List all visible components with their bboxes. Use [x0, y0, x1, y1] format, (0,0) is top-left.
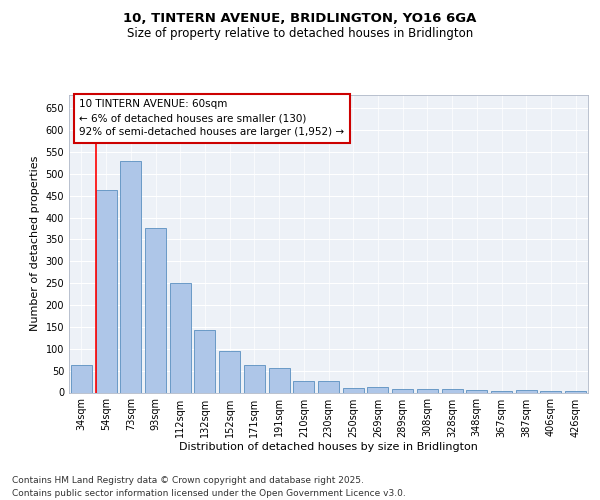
- X-axis label: Distribution of detached houses by size in Bridlington: Distribution of detached houses by size …: [179, 442, 478, 452]
- Bar: [318, 381, 339, 392]
- Text: 10 TINTERN AVENUE: 60sqm
← 6% of detached houses are smaller (130)
92% of semi-d: 10 TINTERN AVENUE: 60sqm ← 6% of detache…: [79, 100, 344, 138]
- Bar: [417, 390, 438, 392]
- Bar: [491, 391, 512, 392]
- Bar: [343, 388, 364, 392]
- Bar: [541, 391, 562, 392]
- Bar: [219, 351, 240, 393]
- Bar: [170, 283, 191, 393]
- Text: Size of property relative to detached houses in Bridlington: Size of property relative to detached ho…: [127, 28, 473, 40]
- Text: 10, TINTERN AVENUE, BRIDLINGTON, YO16 6GA: 10, TINTERN AVENUE, BRIDLINGTON, YO16 6G…: [124, 12, 476, 26]
- Bar: [367, 387, 388, 392]
- Bar: [516, 390, 537, 392]
- Bar: [269, 368, 290, 392]
- Y-axis label: Number of detached properties: Number of detached properties: [30, 156, 40, 332]
- Bar: [442, 389, 463, 392]
- Bar: [466, 390, 487, 392]
- Bar: [244, 365, 265, 392]
- Bar: [392, 389, 413, 392]
- Bar: [95, 190, 116, 392]
- Bar: [194, 330, 215, 392]
- Bar: [71, 366, 92, 392]
- Bar: [565, 391, 586, 392]
- Bar: [120, 160, 141, 392]
- Bar: [145, 228, 166, 392]
- Bar: [293, 381, 314, 392]
- Text: Contains HM Land Registry data © Crown copyright and database right 2025.
Contai: Contains HM Land Registry data © Crown c…: [12, 476, 406, 498]
